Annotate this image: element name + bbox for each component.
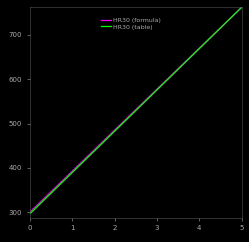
HR30 (formula) [28, 211, 31, 214]
HR30 (formula) [240, 6, 243, 9]
HR30 (table) [96, 146, 99, 149]
HR30 (formula) [236, 10, 239, 13]
HR30 (formula) [92, 149, 95, 152]
HR30 (formula) [96, 145, 99, 148]
HR30 (table) [168, 76, 171, 79]
Legend: HR30 (formula), HR30 (table): HR30 (formula), HR30 (table) [101, 17, 162, 30]
HR30 (table) [92, 151, 95, 153]
HR30 (formula) [168, 76, 171, 78]
Line: HR30 (formula): HR30 (formula) [30, 7, 242, 212]
Line: HR30 (table): HR30 (table) [30, 8, 242, 214]
HR30 (table) [28, 212, 31, 215]
HR30 (formula) [75, 166, 78, 169]
HR30 (table) [240, 6, 243, 9]
HR30 (formula) [181, 63, 184, 66]
HR30 (table) [181, 64, 184, 67]
HR30 (table) [236, 10, 239, 13]
HR30 (table) [75, 167, 78, 170]
